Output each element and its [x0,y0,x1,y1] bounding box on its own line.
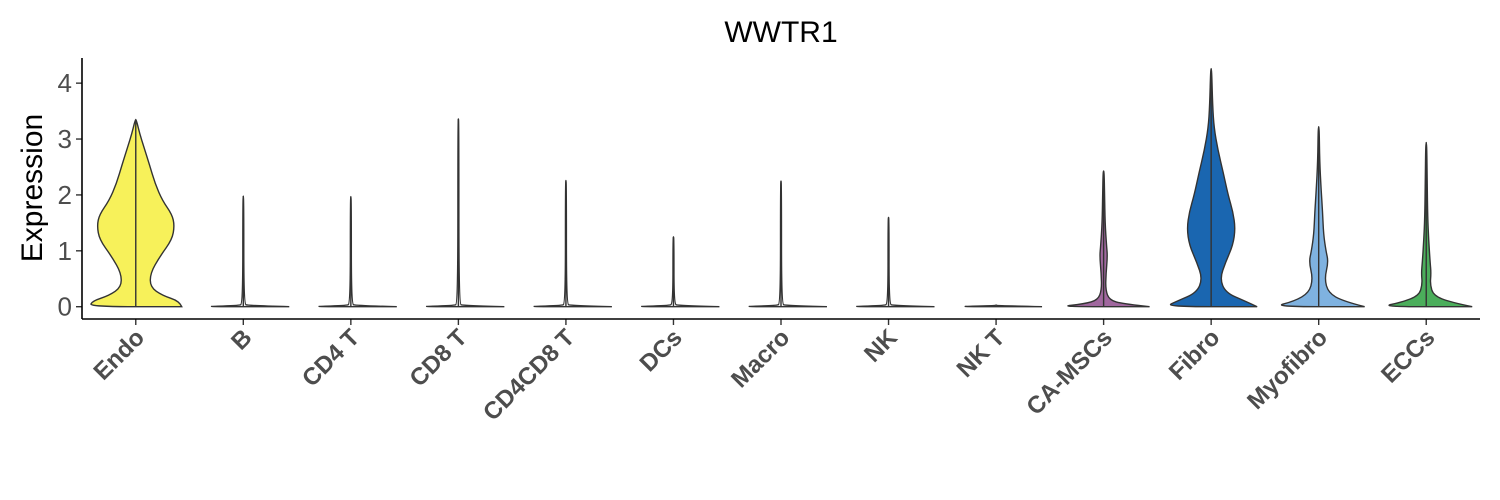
x-tick-label-b: B [226,324,257,355]
violin-eccs [1388,141,1473,308]
x-tick-label-macro: Macro [726,324,795,393]
x-tick-label-cd8-t: CD8 T [405,324,473,392]
y-tick-label: 3 [58,124,72,154]
x-tick-label-nk: NK [859,324,903,368]
violin-cd4-t [318,195,397,308]
violins-layer [90,67,1473,308]
violin-b [211,195,290,308]
y-tick-label: 0 [58,292,72,322]
x-tick-label-cd4cd8-t: CD4CD8 T [478,324,580,426]
x-tick-label-fibro: Fibro [1164,324,1226,386]
x-tick-label-cd4-t: CD4 T [297,324,365,392]
x-tick-label-endo: Endo [88,324,150,386]
violin-nk [856,216,935,308]
x-tick-label-ca-mscs: CA-MSCs [1021,324,1117,420]
violin-cd4cd8-t [533,179,612,308]
violin-ca-mscs [1067,170,1150,308]
y-tick-label: 2 [58,180,72,210]
violin-macro [748,180,827,308]
y-tick-label: 4 [58,68,72,98]
x-tick-label-nk-t: NK T [952,324,1011,383]
y-axis-ticks: 0 1 2 3 4 [58,68,82,322]
x-tick-label-myofibro: Myofibro [1242,324,1333,415]
y-tick-label: 1 [58,236,72,266]
x-tick-label-dcs: DCs [635,324,688,377]
x-tick-label-eccs: ECCs [1376,324,1440,388]
violin-dcs [641,236,720,308]
chart-title: WWTR1 [724,16,837,49]
violin-fibro [1169,67,1258,308]
x-axis-ticks: Endo B CD4 T CD8 T CD4CD8 T DCs Macro NK NK T CA-… [88,319,1440,426]
violin-cd8-t [426,118,505,308]
violin-myofibro [1281,126,1365,308]
y-axis-label: Expression [16,114,49,262]
violin-nk-t [964,304,1043,308]
